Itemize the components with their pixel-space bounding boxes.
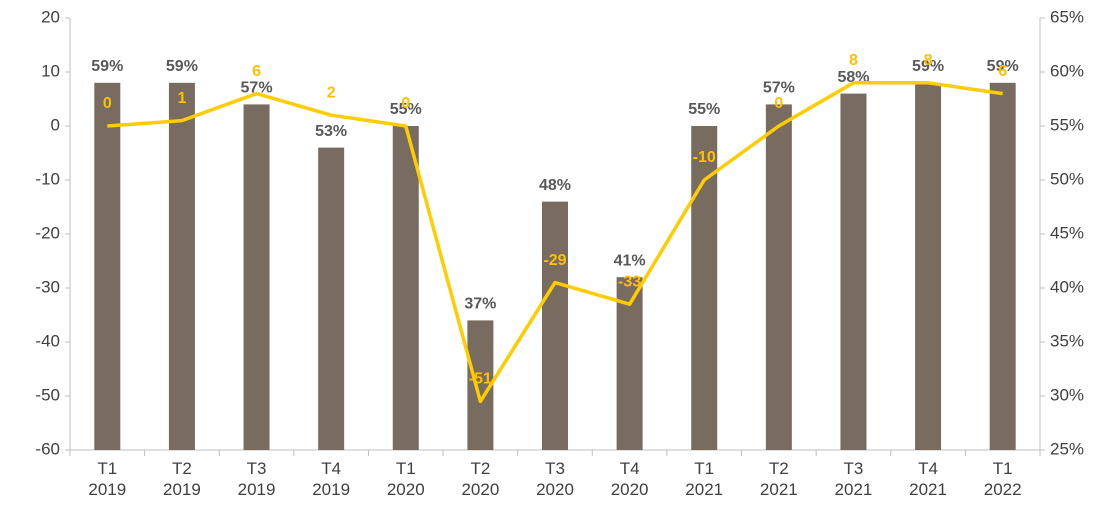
y-tick-label: -30	[35, 277, 60, 296]
y2-tick-label: 25%	[1050, 439, 1084, 458]
x-tick-label: T1 2021	[685, 459, 724, 499]
y-tick-label: -40	[35, 331, 60, 350]
x-tick-label: T3 2019	[237, 459, 276, 499]
x-tick-label: T3 2020	[536, 459, 574, 499]
y2-tick-label: 40%	[1050, 277, 1084, 296]
x-tick-label: T4 2019	[312, 459, 351, 499]
bar-label: 48%	[539, 177, 571, 194]
bar	[989, 82, 1016, 451]
y-tick-label: -50	[35, 385, 60, 404]
bar	[542, 201, 568, 450]
bar-label: 59%	[987, 58, 1019, 75]
line	[107, 81, 1003, 404]
y-tick-label: -60	[35, 439, 60, 458]
line-label: 1	[177, 90, 186, 107]
bar	[840, 93, 867, 450]
y-tick-label: -10	[35, 169, 60, 188]
y-tick-label: -20	[35, 223, 60, 242]
bar-label: 59%	[91, 58, 123, 75]
bar-label: 41%	[614, 252, 646, 269]
x-tick-label: T4 2021	[909, 459, 947, 499]
line-label: -29	[543, 252, 566, 269]
y-tick-label: 20	[41, 7, 60, 26]
line-label: 6	[998, 63, 1007, 80]
bar	[765, 104, 792, 451]
line-label: 0	[774, 95, 783, 112]
bar	[94, 82, 121, 451]
bar-label: 37%	[464, 296, 496, 313]
y2-tick-label: 35%	[1050, 331, 1084, 350]
line-label: -10	[693, 149, 716, 166]
x-tick-label: T2 2021	[759, 459, 798, 499]
line-label: 8	[924, 52, 933, 69]
bar	[616, 277, 643, 450]
x-tick-label: T3 2021	[834, 459, 873, 499]
x-tick-label: T1 2019	[88, 459, 127, 499]
y-tick-label: 0	[51, 115, 60, 134]
line-label: -51	[469, 371, 492, 388]
line-label: 6	[252, 63, 261, 80]
x-tick-label: T1 2022	[983, 459, 1022, 499]
bar-label: 57%	[241, 80, 273, 97]
y-tick-label: 10	[41, 61, 60, 80]
y2-tick-label: 50%	[1050, 169, 1084, 188]
bar	[915, 82, 942, 451]
bar-label: 59%	[912, 58, 944, 75]
bar-label: 57%	[763, 80, 795, 97]
y2-tick-label: 30%	[1050, 385, 1084, 404]
line-label: 0	[103, 95, 112, 112]
y2-tick-label: 45%	[1050, 223, 1084, 242]
bar-label: 53%	[315, 123, 347, 140]
x-tick-label: T2 2020	[461, 459, 500, 499]
bar	[318, 147, 345, 450]
y2-tick-label: 65%	[1050, 7, 1084, 26]
bar	[168, 82, 195, 451]
x-tick-label: T2 2019	[163, 459, 201, 499]
line-label: -33	[618, 273, 641, 290]
x-tick-label: T4 2020	[610, 459, 649, 499]
x-tick-label: T1 2020	[386, 459, 425, 499]
bar-label: 59%	[166, 58, 198, 75]
bar	[392, 126, 419, 450]
line-label: 0	[401, 95, 410, 112]
bar-label: 55%	[390, 101, 422, 118]
line-label: 8	[849, 52, 858, 69]
line-label: 2	[327, 84, 336, 101]
bar	[243, 104, 270, 451]
y2-tick-label: 60%	[1050, 61, 1084, 80]
bar-label: 55%	[688, 101, 720, 118]
y2-tick-label: 55%	[1050, 115, 1084, 134]
